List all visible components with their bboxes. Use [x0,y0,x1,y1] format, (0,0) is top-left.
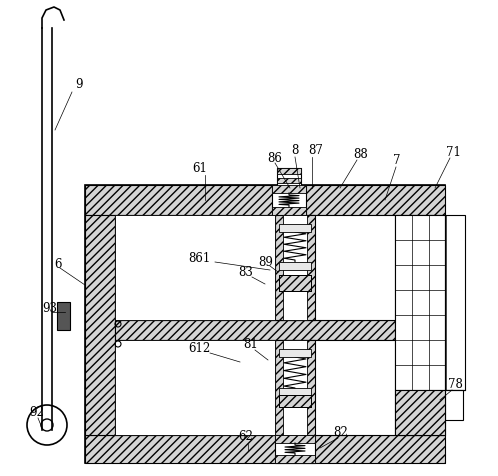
Text: 6: 6 [54,258,61,271]
Bar [279,388,311,396]
Text: 83: 83 [238,267,253,279]
Text: 87: 87 [308,143,323,157]
Bar [85,185,445,215]
Bar [275,215,315,320]
Bar [275,340,315,435]
Bar [395,215,445,435]
Bar [115,215,395,320]
Bar [279,224,311,232]
Text: 81: 81 [243,338,258,351]
Bar [277,178,301,183]
Bar [277,168,301,174]
Bar [272,185,306,215]
Bar [279,395,311,407]
Bar [115,340,275,435]
Bar [272,207,306,215]
Bar [283,340,307,435]
Bar [272,185,306,193]
Bar [445,390,463,420]
Bar [85,185,445,463]
Bar [279,275,311,291]
Text: 7: 7 [393,153,400,167]
Text: 9: 9 [75,79,83,91]
Bar [279,395,311,407]
Text: 86: 86 [267,151,282,165]
Bar [279,275,311,291]
Text: 82: 82 [333,426,348,438]
Bar [279,262,311,270]
Text: 89: 89 [258,256,273,268]
Bar [445,215,465,390]
Bar [115,215,275,320]
Text: 88: 88 [353,148,368,160]
Bar [57,302,70,330]
Text: 92: 92 [29,406,44,418]
Bar [275,435,315,463]
Bar [275,455,315,463]
Bar [85,435,445,463]
Bar [279,349,311,357]
Bar [283,215,307,320]
Bar [277,168,301,186]
Text: 78: 78 [448,378,463,391]
Bar [395,215,445,390]
Bar [395,390,445,435]
Text: 861: 861 [188,251,210,265]
Text: 61: 61 [192,161,207,175]
Text: 612: 612 [188,341,210,355]
Bar [275,435,315,443]
Text: 8: 8 [291,143,298,157]
Bar [115,340,395,435]
Text: 62: 62 [238,430,253,444]
Text: 93: 93 [42,301,57,315]
Bar [115,320,395,340]
Bar [85,215,115,435]
Text: 71: 71 [446,146,461,159]
